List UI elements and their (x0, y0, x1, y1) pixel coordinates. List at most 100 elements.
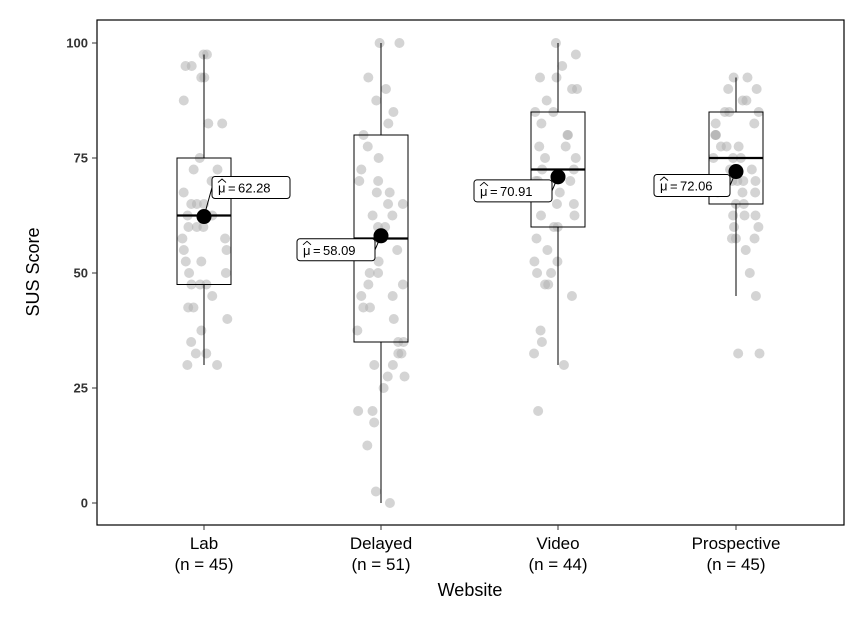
mean-point (196, 209, 212, 225)
data-point (387, 210, 398, 221)
mean-hat (479, 181, 489, 187)
data-point (729, 222, 740, 232)
data-point (201, 49, 212, 60)
data-point (196, 325, 207, 336)
data-point (364, 302, 375, 313)
data-point (542, 245, 553, 255)
data-point (740, 245, 751, 255)
data-point (364, 268, 375, 278)
category-group-video: μ = 70.91 (473, 38, 586, 416)
data-point (737, 187, 748, 198)
data-point (558, 360, 569, 370)
data-point (220, 233, 231, 244)
data-point (562, 130, 573, 140)
data-point (188, 164, 199, 175)
mean-equals: = (670, 179, 678, 194)
data-point (551, 199, 562, 209)
data-point (371, 95, 382, 106)
data-point (546, 268, 557, 278)
data-point (363, 72, 374, 83)
data-point (750, 210, 761, 221)
data-point (728, 72, 739, 83)
plot-panel-border (96, 19, 845, 526)
data-point (363, 279, 374, 290)
data-point (186, 61, 197, 71)
mean-equals: = (313, 243, 321, 258)
data-point (737, 95, 748, 106)
data-point (749, 118, 760, 129)
data-point (373, 268, 384, 278)
data-point (177, 233, 188, 244)
x-tick-n-label: (n = 45) (174, 555, 233, 574)
mean-symbol: μ (480, 184, 488, 199)
data-point (196, 256, 207, 267)
mean-hat (302, 240, 312, 246)
mean-value-label: 70.91 (500, 184, 533, 199)
data-point (733, 348, 744, 359)
data-point (212, 360, 223, 370)
data-point (728, 210, 739, 221)
data-point (207, 291, 218, 301)
y-tick-label: 0 (81, 496, 88, 511)
data-point (540, 153, 551, 163)
data-point (369, 360, 380, 370)
data-point (535, 72, 546, 83)
data-point (536, 337, 547, 347)
data-point (554, 187, 565, 198)
data-point (362, 141, 373, 152)
data-point (383, 118, 394, 129)
mean-symbol: μ (660, 179, 668, 194)
data-point (388, 314, 399, 324)
data-point (178, 95, 189, 106)
data-point (184, 268, 195, 278)
data-point (221, 245, 232, 255)
mean-hat (217, 178, 227, 183)
x-tick-label-video: Video (536, 534, 579, 553)
mean-hat (659, 176, 669, 181)
data-point (392, 245, 403, 255)
data-point (550, 38, 561, 48)
data-point (742, 72, 753, 83)
data-point (535, 210, 546, 221)
data-point (543, 279, 554, 290)
data-point (570, 153, 581, 163)
data-point (186, 337, 197, 347)
data-point (399, 371, 410, 382)
data-point (203, 118, 214, 129)
mean-point (728, 164, 744, 180)
data-point (397, 279, 408, 290)
category-group-lab: μ = 62.28 (176, 49, 291, 370)
y-tick-label: 100 (66, 36, 88, 51)
data-point (388, 107, 399, 117)
data-point (387, 291, 398, 301)
data-point (191, 199, 202, 209)
mean-symbol: μ (218, 181, 226, 196)
data-point (551, 72, 562, 83)
mean-label-box (473, 179, 553, 203)
data-point (370, 486, 381, 497)
data-point (353, 406, 364, 416)
data-point (178, 245, 189, 255)
data-point (183, 302, 194, 313)
data-point (710, 130, 721, 140)
data-point (373, 153, 384, 163)
data-point (222, 314, 233, 324)
x-axis: Lab (n = 45) Delayed (n = 51) Video (n = 44) P… (174, 525, 780, 574)
data-point (387, 360, 398, 370)
data-point (566, 291, 577, 301)
data-point (739, 210, 750, 221)
data-point (378, 383, 389, 393)
data-point (394, 38, 405, 48)
data-point (382, 371, 393, 382)
mean-label-box (296, 238, 376, 262)
category-group-prospective: μ = 72.06 (653, 72, 765, 359)
data-point (369, 417, 380, 428)
data-point (220, 268, 231, 278)
data-point (180, 256, 191, 267)
data-point (733, 141, 744, 152)
x-tick-label-lab: Lab (190, 534, 218, 553)
y-tick-label: 75 (74, 151, 88, 166)
y-axis-title: SUS Score (23, 227, 43, 316)
data-point (536, 118, 547, 129)
